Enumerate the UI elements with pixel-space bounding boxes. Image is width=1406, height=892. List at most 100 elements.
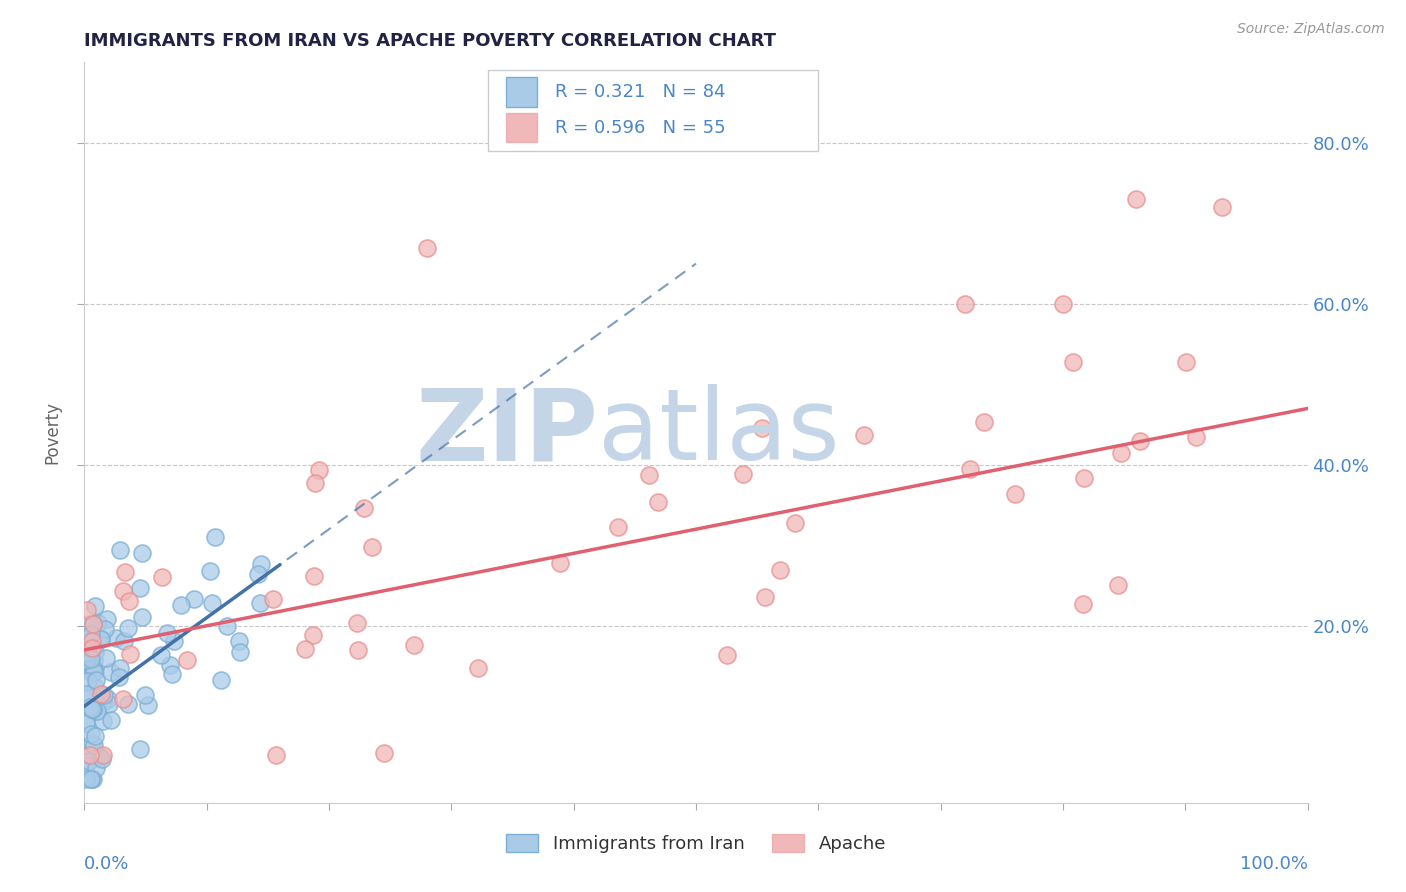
Point: [160, 666, 183, 681]
Point: [91, 695, 114, 709]
Text: Source: ZipAtlas.com: Source: ZipAtlas.com: [1237, 22, 1385, 37]
Point: [264, 747, 287, 762]
Point: [77, 617, 100, 632]
Point: [304, 475, 326, 490]
Point: [229, 645, 252, 659]
Point: [301, 627, 323, 641]
Text: ZIP: ZIP: [415, 384, 598, 481]
Legend: Immigrants from Iran, Apache: Immigrants from Iran, Apache: [499, 827, 893, 861]
Point: [416, 240, 439, 254]
Point: [98, 697, 121, 711]
Point: [100, 713, 122, 727]
Point: [83, 729, 105, 743]
Point: [89, 749, 111, 764]
Point: [163, 634, 186, 648]
Point: [82, 702, 104, 716]
Point: [80, 772, 103, 786]
Point: [1107, 578, 1129, 592]
Point: [204, 530, 226, 544]
Point: [82, 616, 104, 631]
Point: [82, 772, 104, 786]
Point: [754, 590, 776, 604]
Point: [973, 416, 995, 430]
Point: [647, 494, 669, 508]
Point: [1211, 200, 1233, 214]
Point: [82, 660, 104, 674]
Point: [249, 596, 271, 610]
Point: [215, 619, 238, 633]
Point: [176, 653, 198, 667]
Point: [80, 641, 103, 656]
Point: [91, 714, 114, 728]
Point: [84, 761, 107, 775]
FancyBboxPatch shape: [506, 112, 537, 143]
Point: [77, 747, 100, 762]
Point: [87, 615, 110, 630]
Point: [353, 500, 375, 515]
Point: [84, 665, 107, 679]
Point: [83, 653, 105, 667]
Text: 0.0%: 0.0%: [84, 855, 129, 872]
Point: [117, 622, 139, 636]
Point: [79, 690, 101, 705]
Point: [751, 420, 773, 434]
Point: [733, 467, 755, 481]
Point: [90, 632, 112, 647]
Point: [112, 634, 135, 648]
Point: [209, 673, 232, 688]
Point: [1073, 471, 1095, 485]
Point: [83, 665, 105, 680]
Point: [1062, 355, 1084, 369]
Point: [953, 297, 976, 311]
Point: [347, 643, 370, 657]
Point: [1129, 434, 1152, 448]
Point: [959, 462, 981, 476]
Point: [100, 665, 122, 679]
Point: [769, 563, 792, 577]
Point: [82, 666, 104, 681]
Point: [75, 759, 97, 773]
Point: [104, 631, 127, 645]
Point: [75, 717, 97, 731]
Point: [134, 688, 156, 702]
Point: [1052, 297, 1074, 311]
Point: [467, 661, 489, 675]
Text: R = 0.321   N = 84: R = 0.321 N = 84: [555, 83, 725, 101]
Point: [91, 747, 114, 762]
Point: [90, 687, 112, 701]
Point: [80, 727, 103, 741]
Text: 100.0%: 100.0%: [1240, 855, 1308, 872]
Y-axis label: Poverty: Poverty: [44, 401, 62, 464]
Point: [80, 627, 103, 641]
Point: [183, 592, 205, 607]
Point: [79, 700, 101, 714]
Point: [262, 591, 284, 606]
Point: [150, 648, 173, 662]
Text: atlas: atlas: [598, 384, 839, 481]
Point: [1125, 192, 1147, 206]
Point: [853, 428, 876, 442]
Point: [117, 594, 139, 608]
Point: [198, 564, 221, 578]
Point: [82, 617, 104, 632]
Point: [76, 635, 98, 649]
Point: [93, 688, 115, 702]
Point: [150, 570, 173, 584]
Point: [1004, 487, 1026, 501]
Point: [1185, 430, 1208, 444]
Point: [346, 615, 368, 630]
Point: [108, 661, 131, 675]
Point: [170, 599, 193, 613]
Point: [96, 612, 118, 626]
Point: [84, 673, 107, 687]
Point: [402, 638, 425, 652]
Point: [1174, 355, 1197, 369]
Point: [84, 599, 107, 614]
Point: [308, 463, 330, 477]
Point: [716, 648, 738, 663]
Point: [294, 642, 316, 657]
Point: [77, 754, 100, 768]
Point: [82, 702, 104, 716]
Point: [76, 603, 98, 617]
Point: [131, 546, 153, 560]
